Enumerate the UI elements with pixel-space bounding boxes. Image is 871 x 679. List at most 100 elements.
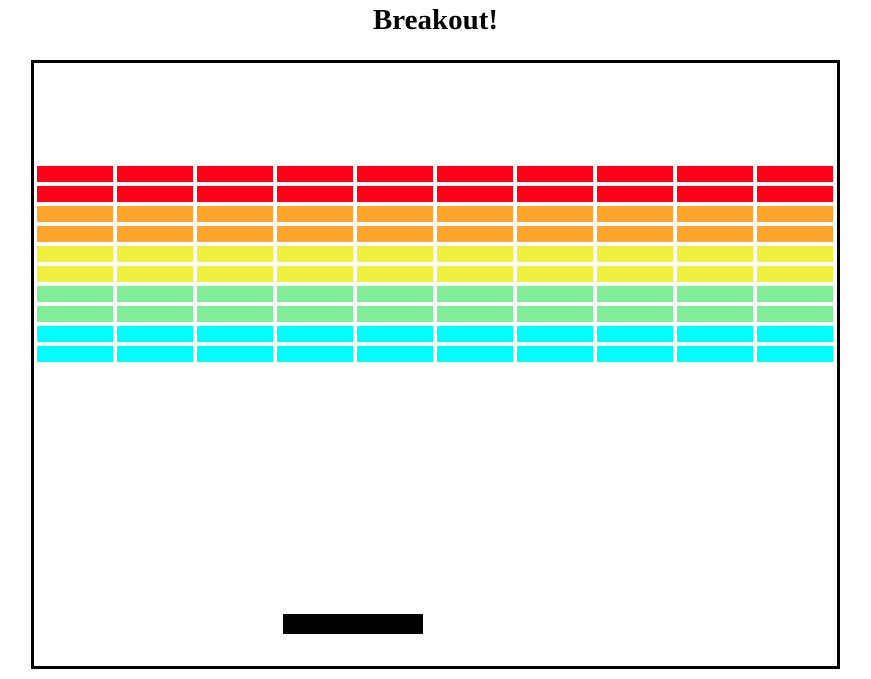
brick — [677, 166, 753, 182]
brick — [37, 346, 113, 362]
brick — [357, 286, 433, 302]
brick — [597, 206, 673, 222]
brick — [357, 166, 433, 182]
brick — [117, 286, 193, 302]
brick — [37, 266, 113, 282]
brick — [757, 326, 833, 342]
game-board[interactable] — [31, 60, 840, 669]
brick — [197, 226, 273, 242]
brick — [117, 346, 193, 362]
brick — [517, 326, 593, 342]
brick — [357, 306, 433, 322]
brick — [277, 206, 353, 222]
brick — [37, 186, 113, 202]
brick — [357, 266, 433, 282]
brick — [197, 286, 273, 302]
brick — [197, 246, 273, 262]
brick — [117, 226, 193, 242]
brick — [597, 306, 673, 322]
brick — [37, 306, 113, 322]
brick — [117, 326, 193, 342]
brick — [757, 266, 833, 282]
brick — [517, 226, 593, 242]
brick — [437, 246, 513, 262]
brick — [677, 206, 753, 222]
brick — [757, 186, 833, 202]
brick — [677, 286, 753, 302]
brick — [37, 226, 113, 242]
brick — [597, 226, 673, 242]
brick — [277, 346, 353, 362]
brick — [757, 246, 833, 262]
brick — [37, 286, 113, 302]
brick — [437, 166, 513, 182]
game-title: Breakout! — [372, 4, 499, 36]
brick — [357, 326, 433, 342]
brick — [117, 246, 193, 262]
brick — [277, 246, 353, 262]
brick — [37, 166, 113, 182]
brick — [117, 166, 193, 182]
brick — [597, 166, 673, 182]
brick — [197, 186, 273, 202]
brick — [357, 186, 433, 202]
brick — [757, 226, 833, 242]
brick — [597, 246, 673, 262]
brick — [517, 166, 593, 182]
brick — [117, 186, 193, 202]
brick — [757, 286, 833, 302]
brick — [357, 226, 433, 242]
brick — [517, 306, 593, 322]
brick — [37, 246, 113, 262]
brick — [437, 266, 513, 282]
brick — [37, 326, 113, 342]
brick — [277, 186, 353, 202]
brick — [437, 326, 513, 342]
brick — [677, 306, 753, 322]
brick — [677, 186, 753, 202]
brick — [277, 326, 353, 342]
brick — [677, 246, 753, 262]
brick — [517, 186, 593, 202]
brick — [437, 186, 513, 202]
brick — [757, 346, 833, 362]
brick — [437, 286, 513, 302]
brick — [597, 326, 673, 342]
brick — [197, 326, 273, 342]
brick — [517, 286, 593, 302]
brick — [437, 206, 513, 222]
brick — [677, 346, 753, 362]
brick — [597, 286, 673, 302]
brick — [357, 206, 433, 222]
brick — [517, 346, 593, 362]
brick — [597, 346, 673, 362]
brick — [437, 346, 513, 362]
brick — [357, 346, 433, 362]
brick — [757, 206, 833, 222]
brick-grid — [34, 63, 837, 666]
brick — [677, 326, 753, 342]
brick — [757, 166, 833, 182]
brick — [517, 266, 593, 282]
brick — [197, 266, 273, 282]
brick — [277, 286, 353, 302]
brick — [277, 166, 353, 182]
brick — [277, 266, 353, 282]
brick — [437, 226, 513, 242]
brick — [197, 346, 273, 362]
brick — [437, 306, 513, 322]
brick — [597, 266, 673, 282]
paddle[interactable] — [283, 614, 423, 634]
brick — [117, 306, 193, 322]
brick — [197, 306, 273, 322]
brick — [677, 266, 753, 282]
brick — [37, 206, 113, 222]
brick — [517, 246, 593, 262]
brick — [117, 266, 193, 282]
brick — [197, 166, 273, 182]
brick — [757, 306, 833, 322]
brick — [357, 246, 433, 262]
brick — [197, 206, 273, 222]
brick — [117, 206, 193, 222]
brick — [597, 186, 673, 202]
